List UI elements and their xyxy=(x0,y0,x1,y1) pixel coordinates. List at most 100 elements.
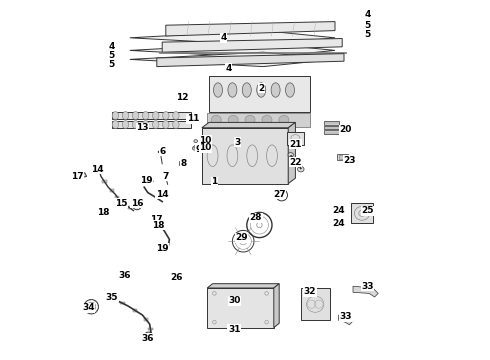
Text: 12: 12 xyxy=(176,93,188,102)
Ellipse shape xyxy=(152,121,159,129)
Ellipse shape xyxy=(242,83,251,97)
Text: 22: 22 xyxy=(289,158,302,166)
Bar xyxy=(351,203,373,223)
Polygon shape xyxy=(130,43,335,58)
Ellipse shape xyxy=(297,166,304,172)
Ellipse shape xyxy=(157,223,162,227)
Polygon shape xyxy=(162,39,342,52)
Polygon shape xyxy=(353,286,378,297)
Bar xyxy=(121,201,125,204)
Text: 9: 9 xyxy=(195,145,201,154)
Text: 18: 18 xyxy=(152,220,165,230)
Text: 8: 8 xyxy=(181,159,187,168)
Bar xyxy=(112,298,117,300)
Text: 1: 1 xyxy=(211,177,218,186)
Text: 17: 17 xyxy=(150,215,163,224)
Ellipse shape xyxy=(158,151,163,153)
Text: 10: 10 xyxy=(199,143,212,152)
Bar xyxy=(324,121,339,125)
Ellipse shape xyxy=(163,121,169,129)
Polygon shape xyxy=(155,218,162,222)
Ellipse shape xyxy=(172,121,179,129)
Ellipse shape xyxy=(101,210,107,215)
Text: 21: 21 xyxy=(289,140,302,149)
Bar xyxy=(207,288,274,328)
Ellipse shape xyxy=(132,121,139,129)
Bar xyxy=(179,161,186,165)
Ellipse shape xyxy=(132,112,139,120)
Text: 25: 25 xyxy=(361,206,374,215)
Ellipse shape xyxy=(228,325,233,328)
Text: 28: 28 xyxy=(249,213,262,222)
Text: 5: 5 xyxy=(364,30,370,39)
Ellipse shape xyxy=(211,115,221,125)
Text: 29: 29 xyxy=(235,233,248,242)
Ellipse shape xyxy=(172,112,179,120)
Text: 6: 6 xyxy=(159,147,165,156)
Bar xyxy=(301,288,330,320)
Ellipse shape xyxy=(194,140,197,143)
Bar xyxy=(339,155,346,159)
Text: 20: 20 xyxy=(340,125,352,134)
Polygon shape xyxy=(144,176,153,184)
Ellipse shape xyxy=(163,112,169,120)
Polygon shape xyxy=(202,122,295,128)
Text: 23: 23 xyxy=(343,156,356,165)
Ellipse shape xyxy=(193,147,197,150)
Bar xyxy=(144,318,148,321)
Ellipse shape xyxy=(122,121,129,129)
Text: 4: 4 xyxy=(220,33,226,42)
Text: 33: 33 xyxy=(340,312,352,321)
Text: 33: 33 xyxy=(361,282,374,291)
Ellipse shape xyxy=(143,121,149,129)
Ellipse shape xyxy=(122,112,129,120)
Ellipse shape xyxy=(337,220,342,224)
Ellipse shape xyxy=(288,153,294,157)
Text: 4: 4 xyxy=(225,64,232,73)
Polygon shape xyxy=(157,54,344,67)
Text: 19: 19 xyxy=(140,176,152,185)
Text: 18: 18 xyxy=(97,208,109,217)
Bar xyxy=(97,170,101,172)
Text: 24: 24 xyxy=(332,206,345,215)
Ellipse shape xyxy=(152,112,159,120)
Text: 34: 34 xyxy=(82,303,95,312)
Polygon shape xyxy=(159,52,346,53)
Ellipse shape xyxy=(112,112,119,120)
Polygon shape xyxy=(77,173,87,178)
Bar xyxy=(110,189,114,192)
Bar xyxy=(324,126,339,129)
Bar xyxy=(112,112,191,119)
Text: 5: 5 xyxy=(109,60,115,69)
Text: 16: 16 xyxy=(131,199,143,208)
Ellipse shape xyxy=(228,115,238,125)
Polygon shape xyxy=(339,315,353,325)
Polygon shape xyxy=(130,52,335,67)
Polygon shape xyxy=(274,284,279,328)
Text: 14: 14 xyxy=(91,165,104,174)
Ellipse shape xyxy=(279,115,289,125)
Ellipse shape xyxy=(112,121,119,129)
Polygon shape xyxy=(130,31,335,45)
Polygon shape xyxy=(166,22,335,36)
Text: 27: 27 xyxy=(273,190,286,199)
Text: 11: 11 xyxy=(187,114,199,123)
Bar xyxy=(288,132,304,145)
Ellipse shape xyxy=(271,83,280,97)
Bar xyxy=(207,113,310,127)
Text: 30: 30 xyxy=(228,296,241,305)
Text: 5: 5 xyxy=(364,21,370,30)
Text: 3: 3 xyxy=(235,138,241,147)
Ellipse shape xyxy=(214,83,222,97)
Ellipse shape xyxy=(335,207,340,212)
Bar xyxy=(337,154,348,160)
Ellipse shape xyxy=(245,115,255,125)
Text: 13: 13 xyxy=(136,123,148,132)
Bar xyxy=(112,121,191,128)
Ellipse shape xyxy=(143,112,149,120)
Text: 24: 24 xyxy=(332,219,345,228)
Text: 10: 10 xyxy=(199,136,212,145)
Polygon shape xyxy=(288,122,295,184)
Ellipse shape xyxy=(262,115,272,125)
Bar xyxy=(121,302,125,305)
